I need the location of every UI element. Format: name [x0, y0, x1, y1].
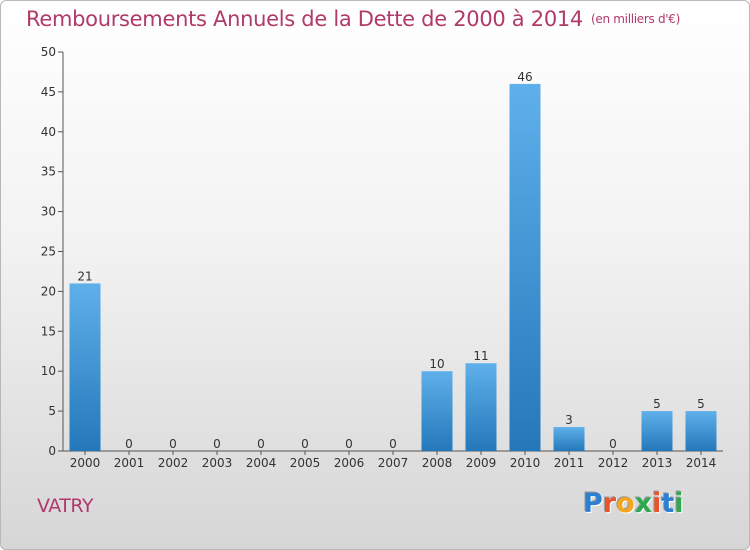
commune-name: VATRY [37, 495, 94, 517]
x-tick-label: 2001 [114, 456, 145, 470]
proxiti-logo: Proxiti [583, 488, 684, 519]
bar [69, 283, 101, 451]
x-tick-label: 2002 [158, 456, 189, 470]
bar [685, 411, 717, 451]
y-tick-label: 25 [41, 245, 56, 259]
chart-title: Remboursements Annuels de la Dette de 20… [26, 7, 680, 31]
y-tick-label: 35 [41, 165, 56, 179]
y-tick-label: 15 [41, 324, 56, 338]
data-label: 3 [565, 413, 573, 427]
data-label: 5 [653, 397, 661, 411]
data-label: 11 [473, 349, 488, 363]
data-label: 0 [213, 437, 221, 451]
data-label: 5 [697, 397, 705, 411]
x-tick-label: 2012 [598, 456, 629, 470]
x-tick-label: 2004 [246, 456, 277, 470]
chart-labels: 21 2000 0 2001 0 2002 0 2003 0 2004 0 2005 0 2006 0 200… [70, 70, 717, 470]
x-tick-label: 2008 [422, 456, 453, 470]
x-tick-label: 2013 [642, 456, 673, 470]
data-label: 0 [345, 437, 353, 451]
y-tick-label: 30 [41, 205, 56, 219]
x-tick-label: 2003 [202, 456, 233, 470]
y-tick-label: 5 [48, 404, 56, 418]
x-tick-label: 2011 [554, 456, 585, 470]
chart-bars [69, 83, 717, 452]
x-tick-label: 2009 [466, 456, 497, 470]
x-tick-label: 2006 [334, 456, 365, 470]
x-tick-label: 2007 [378, 456, 409, 470]
bar [641, 411, 673, 451]
chart-unit: (en milliers d'€) [591, 12, 681, 26]
bar [509, 83, 541, 452]
x-tick-label: 2000 [70, 456, 101, 470]
x-tick-label: 2014 [686, 456, 717, 470]
y-tick-label: 0 [48, 444, 56, 458]
data-label: 10 [429, 357, 444, 371]
bar [553, 427, 585, 451]
y-tick-label: 45 [41, 85, 56, 99]
y-tick-label: 20 [41, 284, 56, 298]
y-tick-label: 10 [41, 364, 56, 378]
data-label: 0 [301, 437, 309, 451]
bar [465, 363, 497, 451]
x-tick-label: 2010 [510, 456, 541, 470]
bar [421, 371, 453, 451]
y-tick-label: 40 [41, 125, 56, 139]
data-label: 0 [609, 437, 617, 451]
x-tick-label: 2005 [290, 456, 321, 470]
data-label: 0 [389, 437, 397, 451]
data-label: 21 [77, 269, 92, 283]
y-tick-label: 50 [41, 45, 56, 59]
data-label: 0 [169, 437, 177, 451]
chart-title-text: Remboursements Annuels de la Dette de 20… [26, 7, 583, 31]
data-label: 0 [257, 437, 265, 451]
data-label: 46 [517, 70, 532, 84]
data-label: 0 [125, 437, 133, 451]
